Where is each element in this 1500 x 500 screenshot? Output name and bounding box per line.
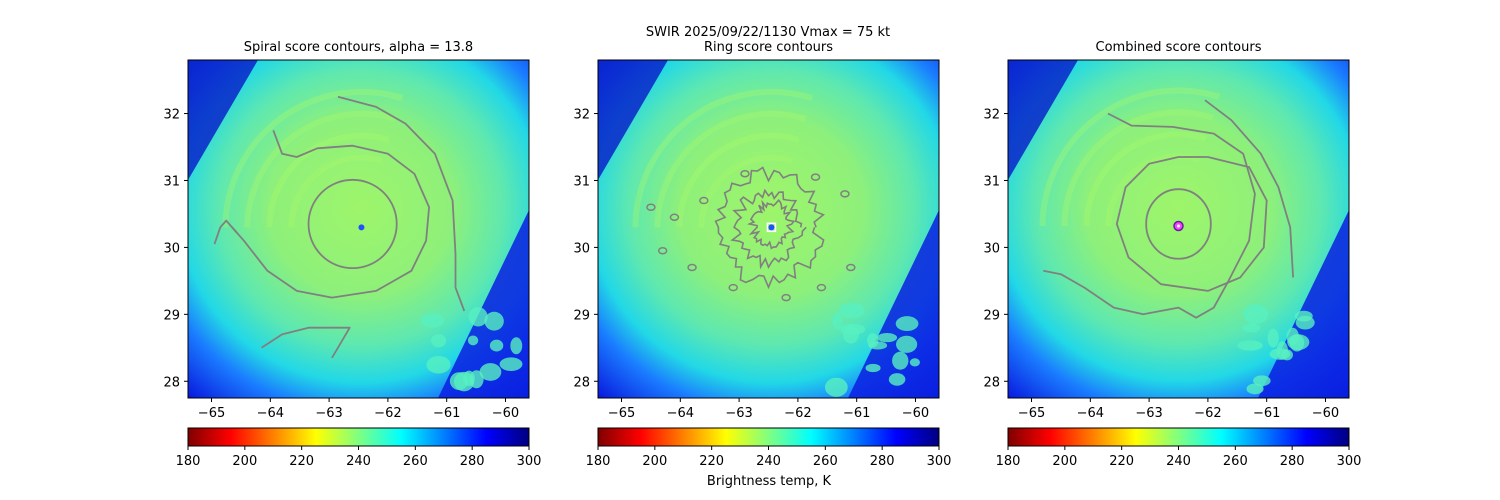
colorbar-tick-label: 300 bbox=[517, 454, 542, 469]
colorbar: 180 200 220 240 260 280 300 bbox=[176, 427, 542, 469]
panel-title: Combined score contours bbox=[1096, 40, 1262, 55]
colorbar-tick-label: 240 bbox=[346, 454, 371, 469]
satellite-image bbox=[188, 60, 529, 398]
panel-1: Spiral score contours, alpha = 13.8 −65 −6… bbox=[163, 40, 542, 469]
contour-blob bbox=[699, 196, 709, 205]
contour-blob bbox=[816, 283, 827, 292]
x-tick-label: −61 bbox=[843, 406, 870, 421]
contour-line bbox=[1204, 99, 1294, 278]
x-tick-label: −61 bbox=[433, 406, 460, 421]
y-tick-label: 32 bbox=[163, 108, 180, 123]
contour-blob bbox=[740, 170, 750, 178]
contour-ring bbox=[730, 188, 807, 270]
colorbar-tick-label: 300 bbox=[1337, 454, 1362, 469]
y-tick-label: 32 bbox=[573, 108, 590, 123]
satellite-image bbox=[598, 60, 939, 398]
x-tick-label: −62 bbox=[374, 406, 401, 421]
contour-lines bbox=[1043, 99, 1294, 319]
colorbar-tick-label: 200 bbox=[232, 454, 257, 469]
contour-blob bbox=[840, 190, 850, 198]
y-tick-label: 28 bbox=[573, 375, 590, 390]
x-tick-label: −64 bbox=[667, 406, 694, 421]
panel-3: Combined score contours −65 −64 −63 −62 −61 −6… bbox=[983, 40, 1362, 469]
colorbar-tick-label: 260 bbox=[813, 454, 838, 469]
y-tick-label: 29 bbox=[983, 308, 1000, 323]
y-tick-label: 29 bbox=[163, 308, 180, 323]
y-tick-label: 28 bbox=[983, 375, 1000, 390]
contour-blob bbox=[646, 203, 656, 211]
contour-blob bbox=[846, 263, 856, 272]
contour-line bbox=[337, 95, 466, 312]
contour-blob bbox=[669, 213, 680, 222]
x-tick-label: −60 bbox=[492, 406, 519, 421]
colorbar-tick-label: 280 bbox=[1280, 454, 1305, 469]
colorbar-tick-label: 220 bbox=[289, 454, 314, 469]
colorbar-tick-label: 180 bbox=[996, 454, 1021, 469]
colorbar-tick-label: 220 bbox=[1109, 454, 1134, 469]
contour-ring bbox=[307, 178, 398, 270]
y-tick-label: 31 bbox=[573, 174, 590, 189]
x-tick-label: −65 bbox=[608, 406, 635, 421]
y-tick-label: 28 bbox=[163, 375, 180, 390]
contour-line bbox=[1115, 156, 1268, 292]
panel-2: Ring score contours −65 −64 −63 −62 −61 −60 28 2… bbox=[573, 40, 952, 469]
colorbar-tick-label: 280 bbox=[870, 454, 895, 469]
contour-blob bbox=[781, 293, 791, 302]
x-tick-label: −62 bbox=[1194, 406, 1221, 421]
x-tick-label: −64 bbox=[257, 406, 284, 421]
y-tick-label: 29 bbox=[573, 308, 590, 323]
y-tick-label: 30 bbox=[573, 241, 590, 256]
axes-frame bbox=[597, 59, 940, 399]
colorbar-label: Brightness temp, K bbox=[707, 474, 832, 489]
contour-line bbox=[1043, 112, 1256, 319]
x-tick-label: −60 bbox=[1312, 406, 1339, 421]
colorbar-tick-label: 220 bbox=[699, 454, 724, 469]
contour-line bbox=[261, 326, 351, 359]
y-tick-label: 30 bbox=[163, 241, 180, 256]
colorbar-tick-label: 200 bbox=[642, 454, 667, 469]
x-tick-label: −63 bbox=[1135, 406, 1162, 421]
colorbar-tick-label: 240 bbox=[756, 454, 781, 469]
x-tick-label: −65 bbox=[1018, 406, 1045, 421]
x-tick-label: −63 bbox=[315, 406, 342, 421]
panel-title: Spiral score contours, alpha = 13.8 bbox=[244, 40, 473, 55]
contour-blob bbox=[657, 247, 668, 255]
center-marker bbox=[766, 222, 777, 233]
contour-blob bbox=[687, 263, 697, 272]
contour-line bbox=[231, 129, 430, 299]
y-tick-label: 31 bbox=[983, 174, 1000, 189]
colorbar-tick-label: 280 bbox=[460, 454, 485, 469]
colorbar-tick-label: 200 bbox=[1052, 454, 1077, 469]
contour-lines bbox=[213, 95, 466, 359]
contour-ring bbox=[746, 198, 796, 250]
y-tick-label: 31 bbox=[163, 174, 180, 189]
colorbar-tick-label: 260 bbox=[403, 454, 428, 469]
colorbar-tick-label: 260 bbox=[1223, 454, 1248, 469]
x-tick-label: −61 bbox=[1253, 406, 1280, 421]
axes-frame bbox=[187, 59, 530, 399]
contour-ring bbox=[714, 166, 825, 290]
y-tick-label: 30 bbox=[983, 241, 1000, 256]
colorbar: 180 200 220 240 260 280 300 bbox=[996, 427, 1362, 469]
x-tick-label: −60 bbox=[902, 406, 929, 421]
x-tick-label: −65 bbox=[198, 406, 225, 421]
contour-blob bbox=[810, 173, 821, 181]
colorbar-tick-label: 240 bbox=[1166, 454, 1191, 469]
colorbar-tick-label: 300 bbox=[927, 454, 952, 469]
colorbar-tick-label: 180 bbox=[586, 454, 611, 469]
figure-suptitle: SWIR 2025/09/22/1130 Vmax = 75 kt bbox=[646, 25, 890, 40]
contour-blob bbox=[728, 283, 738, 292]
colorbar-tick-label: 180 bbox=[176, 454, 201, 469]
contour-ring bbox=[1145, 188, 1212, 260]
axes-frame bbox=[1007, 59, 1350, 399]
contour-lines bbox=[646, 166, 856, 302]
colorbar: 180 200 220 240 260 280 300 bbox=[586, 427, 952, 469]
contour-line bbox=[213, 219, 239, 245]
panel-title: Ring score contours bbox=[704, 40, 833, 55]
x-tick-label: −62 bbox=[784, 406, 811, 421]
x-tick-label: −64 bbox=[1077, 406, 1104, 421]
x-tick-label: −63 bbox=[725, 406, 752, 421]
y-tick-label: 32 bbox=[983, 108, 1000, 123]
